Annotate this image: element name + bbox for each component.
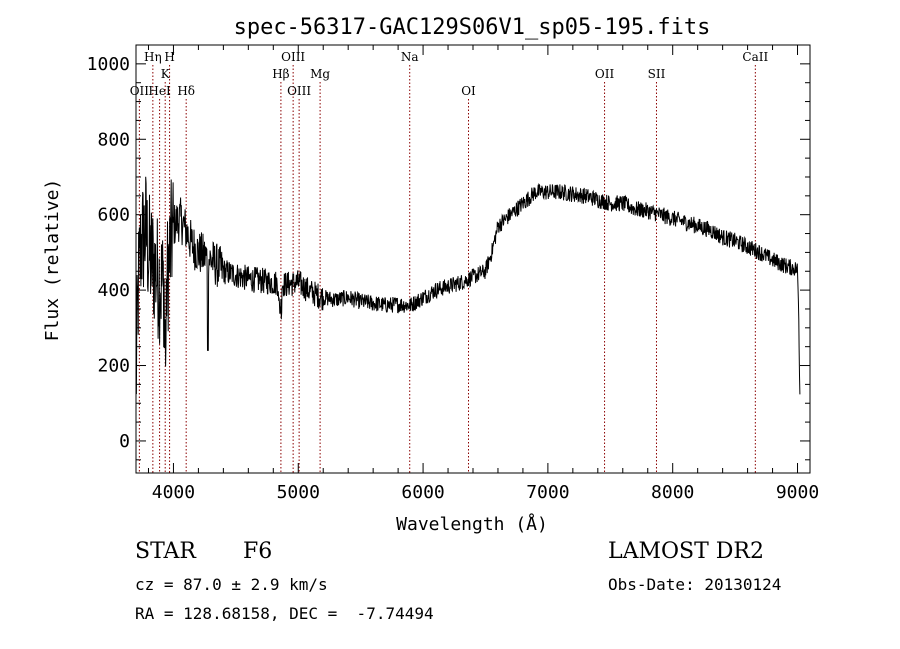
redshift-text: cz = 87.0 ± 2.9 km/s xyxy=(135,575,328,594)
chart-title: spec-56317-GAC129S06V1_sp05-195.fits xyxy=(234,15,711,40)
obs-date: Obs-Date: 20130124 xyxy=(608,575,782,594)
spectrum-series xyxy=(135,176,801,395)
x-tick-label: 6000 xyxy=(401,482,444,503)
x-tick-label: 7000 xyxy=(526,482,569,503)
survey-name: LAMOST DR2 xyxy=(608,539,764,564)
object-class: STAR xyxy=(135,539,196,564)
y-tick-label: 800 xyxy=(97,129,130,150)
y-tick-label: 0 xyxy=(119,431,130,452)
x-tick-label: 4000 xyxy=(152,482,195,503)
line-marker-label: OII xyxy=(595,67,615,81)
y-tick-label: 200 xyxy=(97,356,130,377)
y-tick-label: 600 xyxy=(97,205,130,226)
line-marker-label: HeI xyxy=(148,84,171,98)
x-axis-label: Wavelength (Å) xyxy=(396,513,548,535)
x-tick-label: 8000 xyxy=(651,482,694,503)
y-tick-label: 1000 xyxy=(87,54,130,75)
line-marker-label: Hβ xyxy=(272,67,289,81)
line-marker-label: K xyxy=(161,67,171,81)
y-tick-label: 400 xyxy=(97,280,130,301)
line-marker-label: OIII xyxy=(281,50,305,64)
x-tick-label: 5000 xyxy=(277,482,320,503)
coordinates: RA = 128.68158, DEC = -7.74494 xyxy=(135,604,434,623)
line-marker-label: OI xyxy=(461,84,476,98)
line-marker-label: SII xyxy=(648,67,666,81)
line-marker-label: Hη xyxy=(144,50,162,64)
spectrum-line xyxy=(135,176,801,395)
line-markers: OII Hη HeI KH Hδ Hβ OIII OIII Mg Na OI OII SII CaII xyxy=(130,50,768,473)
line-marker-label: Na xyxy=(401,50,419,64)
plot-frame xyxy=(135,44,811,474)
line-marker-label: OII xyxy=(130,84,150,98)
line-marker-label: OIII xyxy=(287,84,311,98)
axis-ticks: 4000 5000 6000 7000 8000 9000 0 200 400 600 800 100… xyxy=(87,45,819,503)
line-marker-label: H xyxy=(164,50,174,64)
x-tick-label: 9000 xyxy=(776,482,819,503)
line-marker-label: Mg xyxy=(310,67,330,81)
line-marker-label: CaII xyxy=(742,50,768,64)
line-marker-label: Hδ xyxy=(177,84,195,98)
object-subclass: F6 xyxy=(243,539,273,564)
y-axis-label: Flux (relative) xyxy=(42,179,63,342)
